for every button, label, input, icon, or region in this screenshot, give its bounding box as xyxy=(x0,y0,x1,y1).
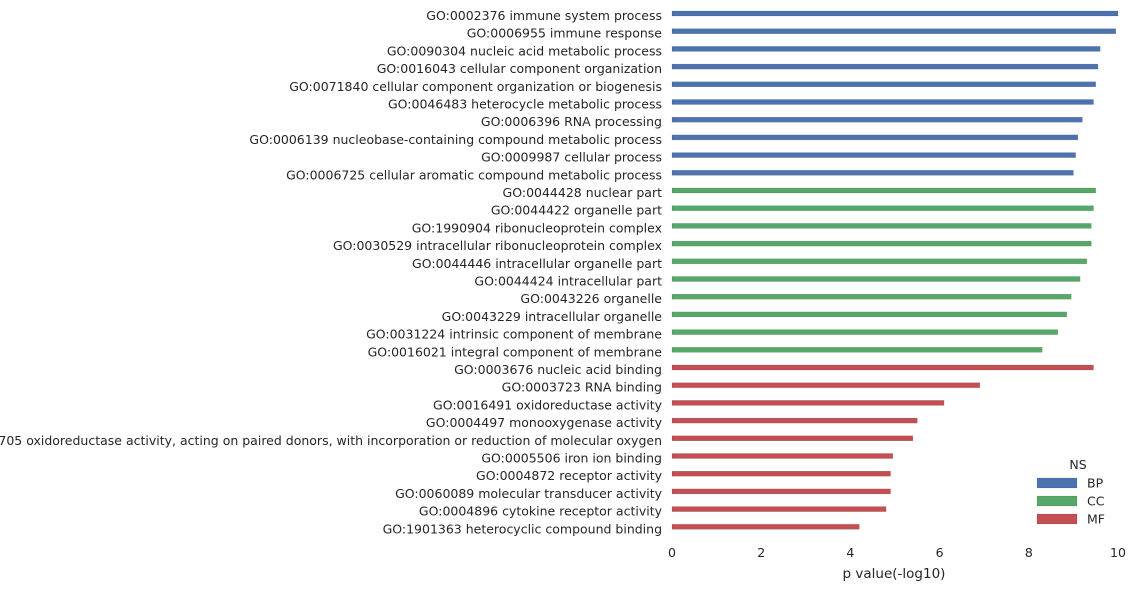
category-label: GO:0006396 RNA processing xyxy=(481,114,662,129)
bar-bp xyxy=(671,152,1076,158)
legend-label-bp: BP xyxy=(1087,476,1104,491)
category-label: GO:0030529 intracellular ribonucleoprote… xyxy=(333,238,662,253)
x-tick-label: 8 xyxy=(1025,545,1033,560)
bar-mf xyxy=(671,417,918,424)
bars-layer xyxy=(671,10,1119,530)
category-label: GO:0090304 nucleic acid metabolic proces… xyxy=(387,43,662,58)
bar-cc xyxy=(671,311,1067,318)
category-label: GO:0044422 organelle part xyxy=(491,203,662,218)
bar-cc xyxy=(671,329,1058,335)
x-tick-label: 4 xyxy=(846,545,854,560)
bar-cc xyxy=(671,223,1092,229)
bar-bp xyxy=(671,46,1101,52)
category-label: GO:0071840 cellular component organizati… xyxy=(289,79,662,94)
x-tick-label: 6 xyxy=(936,545,944,560)
bar-cc xyxy=(671,187,1096,194)
category-label: GO:0046483 heterocycle metabolic process xyxy=(388,97,662,112)
bar-mf xyxy=(671,506,887,512)
x-tick-label: 10 xyxy=(1110,545,1126,560)
category-label: GO:0044424 intracellular part xyxy=(474,274,662,289)
category-label: GO:0031224 intrinsic component of membra… xyxy=(366,327,662,342)
category-label: GO:0044428 nuclear part xyxy=(503,185,663,200)
bar-cc xyxy=(671,205,1094,211)
bar-bp xyxy=(671,28,1116,34)
legend: NS BP CC MF xyxy=(1036,457,1105,527)
bar-bp xyxy=(671,134,1079,141)
bar-mf xyxy=(671,400,945,406)
category-label: GO:0003676 nucleic acid binding xyxy=(454,362,662,377)
category-label: GO:0004497 monooxygenase activity xyxy=(426,415,663,430)
bar-mf xyxy=(671,488,891,495)
x-axis-title: p value(-log10) xyxy=(843,566,946,582)
bar-bp xyxy=(671,81,1096,88)
category-label: GO:0003723 RNA binding xyxy=(502,380,662,395)
bar-mf xyxy=(671,382,980,388)
legend-label-mf: MF xyxy=(1087,512,1105,527)
bar-bp xyxy=(671,116,1083,123)
bar-bp xyxy=(671,99,1094,105)
category-label: GO:0016043 cellular component organizati… xyxy=(377,61,662,76)
bar-mf xyxy=(671,453,893,459)
bar-mf xyxy=(671,435,914,441)
legend-label-cc: CC xyxy=(1087,494,1105,509)
bar-cc xyxy=(671,240,1092,247)
category-label: GO:1901363 heterocyclic compound binding xyxy=(383,521,662,536)
bar-bp xyxy=(671,10,1119,17)
x-tick-label: 0 xyxy=(668,545,676,560)
bar-cc xyxy=(671,294,1072,300)
bar-mf xyxy=(671,471,891,477)
legend-swatch-bp xyxy=(1036,477,1078,489)
category-label: GO:0006139 nucleobase-containing compoun… xyxy=(249,132,662,147)
category-label: GO:0006955 immune response xyxy=(467,26,663,41)
category-label: GO:0009987 cellular process xyxy=(481,150,662,165)
category-label: GO:0005506 iron ion binding xyxy=(481,451,662,466)
category-label: GO:0043229 intracellular organelle xyxy=(442,309,663,324)
legend-swatch-cc xyxy=(1036,495,1078,507)
category-labels: GO:0002376 immune system process GO:00069… xyxy=(0,8,663,536)
x-tick-label: 2 xyxy=(757,545,765,560)
category-label: GO:0044446 intracellular organelle part xyxy=(412,256,662,271)
bar-cc xyxy=(671,347,1043,353)
category-label: GO:0006725 cellular aromatic compound me… xyxy=(286,167,662,182)
category-label: GO:1990904 ribonucleoprotein complex xyxy=(412,220,662,235)
bar-bp xyxy=(671,63,1099,70)
category-label: GO:0002376 immune system process xyxy=(426,8,662,23)
category-label: GO:0016021 integral component of membran… xyxy=(368,344,663,359)
bar-bp xyxy=(671,170,1074,176)
legend-title: NS xyxy=(1069,457,1086,472)
x-axis: 0 2 4 6 8 10 xyxy=(668,545,1126,560)
category-label: GO:0016491 oxidoreductase activity xyxy=(433,397,663,412)
category-label: GO:0004872 receptor activity xyxy=(476,468,663,483)
bar-mf xyxy=(671,364,1094,371)
category-label: GO:0016705 oxidoreductase activity, acti… xyxy=(0,433,662,448)
bar-cc xyxy=(671,258,1087,264)
bar-cc xyxy=(671,276,1081,282)
legend-swatch-mf xyxy=(1036,513,1078,525)
category-label: GO:0043226 organelle xyxy=(520,291,662,306)
bar-mf xyxy=(671,524,860,530)
category-label: GO:0060089 molecular transducer activity xyxy=(395,486,663,501)
category-label: GO:0004896 cytokine receptor activity xyxy=(419,504,663,519)
